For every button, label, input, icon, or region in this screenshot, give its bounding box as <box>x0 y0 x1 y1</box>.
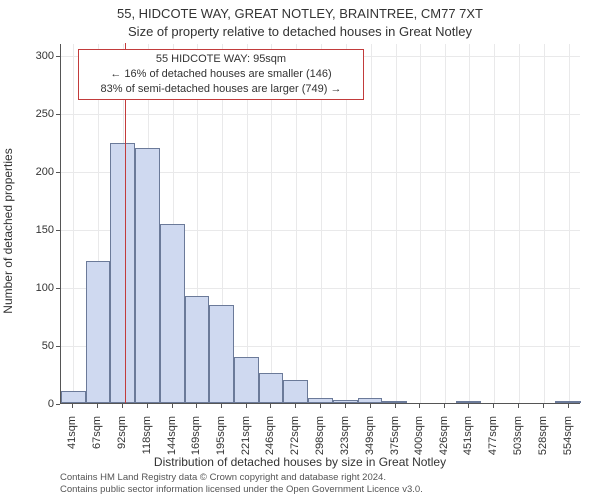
x-tick-mark <box>419 404 420 408</box>
gridline-vertical <box>544 44 545 403</box>
histogram-bar <box>555 401 581 403</box>
x-tick-label: 451sqm <box>462 416 474 466</box>
gridline-vertical <box>420 44 421 403</box>
x-tick-label: 528sqm <box>537 416 549 466</box>
y-tick-label: 250 <box>14 108 54 120</box>
x-tick-label: 349sqm <box>364 416 376 466</box>
y-tick-mark <box>56 288 60 289</box>
x-tick-mark <box>345 404 346 408</box>
histogram-bar <box>110 143 135 403</box>
x-tick-mark <box>221 404 222 408</box>
histogram-bar <box>283 380 308 403</box>
histogram-bar <box>259 373 284 403</box>
attribution-line2: Contains public sector information licen… <box>60 484 580 496</box>
histogram-bar <box>86 261 111 403</box>
x-tick-label: 323sqm <box>339 416 351 466</box>
x-tick-mark <box>493 404 494 408</box>
histogram-bar <box>61 391 86 403</box>
x-tick-mark <box>122 404 123 408</box>
y-tick-label: 200 <box>14 166 54 178</box>
y-tick-label: 300 <box>14 50 54 62</box>
histogram-bar <box>185 296 210 403</box>
x-tick-label: 477sqm <box>487 416 499 466</box>
x-tick-mark <box>295 404 296 408</box>
histogram-bar <box>333 400 358 403</box>
x-tick-mark <box>97 404 98 408</box>
histogram-bar <box>382 401 407 403</box>
y-tick-label: 100 <box>14 282 54 294</box>
histogram-bar <box>209 305 234 403</box>
annotation-line2: ← 16% of detached houses are smaller (14… <box>85 67 357 82</box>
annotation-line3: 83% of semi-detached houses are larger (… <box>85 82 357 97</box>
histogram-bar <box>308 398 333 403</box>
x-tick-label: 554sqm <box>562 416 574 466</box>
x-tick-mark <box>72 404 73 408</box>
x-tick-mark <box>246 404 247 408</box>
y-tick-mark <box>56 172 60 173</box>
gridline-vertical <box>371 44 372 403</box>
gridline-vertical <box>396 44 397 403</box>
x-tick-label: 272sqm <box>289 416 301 466</box>
x-tick-label: 246sqm <box>264 416 276 466</box>
x-tick-mark <box>568 404 569 408</box>
histogram-bar <box>234 357 259 403</box>
x-tick-label: 503sqm <box>512 416 524 466</box>
histogram-bar <box>456 401 481 403</box>
y-tick-label: 50 <box>14 340 54 352</box>
y-tick-label: 150 <box>14 224 54 236</box>
y-tick-label: 0 <box>14 398 54 410</box>
y-tick-mark <box>56 56 60 57</box>
x-tick-label: 169sqm <box>190 416 202 466</box>
x-tick-mark <box>444 404 445 408</box>
chart-title-line1: 55, HIDCOTE WAY, GREAT NOTLEY, BRAINTREE… <box>0 6 600 21</box>
gridline-vertical <box>73 44 74 403</box>
x-tick-label: 375sqm <box>389 416 401 466</box>
x-tick-mark <box>518 404 519 408</box>
attribution-line1: Contains HM Land Registry data © Crown c… <box>60 472 580 484</box>
x-tick-label: 67sqm <box>91 416 103 466</box>
x-tick-label: 144sqm <box>166 416 178 466</box>
x-tick-label: 298sqm <box>314 416 326 466</box>
y-tick-mark <box>56 230 60 231</box>
gridline-vertical <box>469 44 470 403</box>
y-tick-mark <box>56 114 60 115</box>
gridline-vertical <box>519 44 520 403</box>
x-tick-label: 41sqm <box>66 416 78 466</box>
y-tick-mark <box>56 346 60 347</box>
x-tick-label: 195sqm <box>215 416 227 466</box>
x-tick-mark <box>270 404 271 408</box>
x-tick-label: 221sqm <box>240 416 252 466</box>
x-tick-mark <box>395 404 396 408</box>
histogram-bar <box>358 398 383 403</box>
x-tick-label: 400sqm <box>413 416 425 466</box>
chart-container: { "title_line1": "55, HIDCOTE WAY, GREAT… <box>0 0 600 500</box>
annotation-line1: 55 HIDCOTE WAY: 95sqm <box>85 52 357 67</box>
x-tick-mark <box>172 404 173 408</box>
chart-title-line2: Size of property relative to detached ho… <box>0 24 600 39</box>
x-tick-mark <box>196 404 197 408</box>
x-tick-mark <box>320 404 321 408</box>
x-tick-mark <box>370 404 371 408</box>
annotation-box: 55 HIDCOTE WAY: 95sqm ← 16% of detached … <box>78 49 364 100</box>
gridline-vertical <box>569 44 570 403</box>
histogram-bar <box>160 224 185 403</box>
histogram-bar <box>135 148 160 403</box>
gridline-vertical <box>494 44 495 403</box>
gridline-vertical <box>445 44 446 403</box>
attribution: Contains HM Land Registry data © Crown c… <box>60 472 580 496</box>
x-tick-mark <box>468 404 469 408</box>
y-axis-label: Number of detached properties <box>1 148 15 313</box>
x-tick-mark <box>147 404 148 408</box>
y-tick-mark <box>56 404 60 405</box>
x-tick-label: 92sqm <box>116 416 128 466</box>
x-tick-label: 118sqm <box>141 416 153 466</box>
x-tick-mark <box>543 404 544 408</box>
x-tick-label: 426sqm <box>438 416 450 466</box>
